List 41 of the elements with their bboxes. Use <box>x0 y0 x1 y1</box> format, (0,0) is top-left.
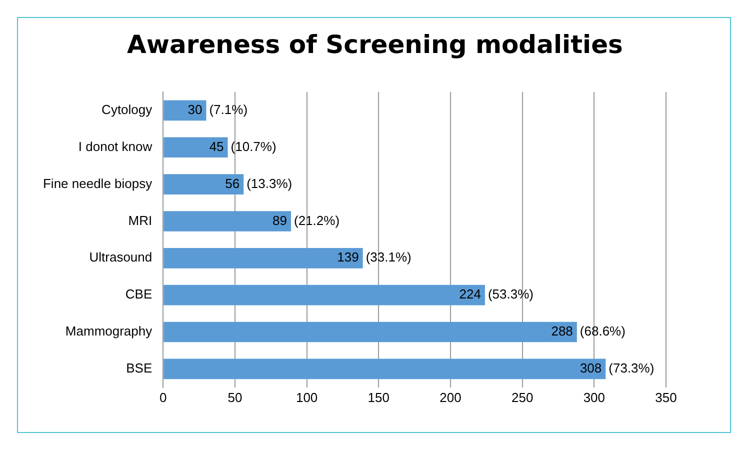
annotation: (13.3%) <box>246 176 292 191</box>
x-tick-label: 350 <box>655 390 677 405</box>
data-label: 308 <box>580 360 602 376</box>
data-label: 224 <box>459 286 481 302</box>
bar <box>164 248 363 268</box>
bar <box>164 358 606 380</box>
x-tick-label: 300 <box>583 390 606 405</box>
annotation: (7.1%) <box>209 102 248 118</box>
x-tick-label: 150 <box>368 390 390 405</box>
annotation: (33.1%) <box>366 250 412 265</box>
bar <box>164 100 206 121</box>
data-label: 89 <box>272 212 287 228</box>
data-label: 45 <box>209 138 224 154</box>
y-tick-label: Ultrasound <box>89 250 152 265</box>
y-tick-label: Cytology <box>102 102 153 118</box>
annotation: (73.3%) <box>608 360 654 376</box>
y-tick-label: Fine needle biopsy <box>42 176 153 191</box>
data-label: 30 <box>188 102 202 118</box>
x-tick-label: 100 <box>296 390 318 405</box>
annotation: (21.2%) <box>294 212 340 228</box>
y-tick-label: CBE <box>125 286 152 302</box>
y-tick-label: Mammography <box>65 324 153 339</box>
annotation: (53.3%) <box>488 286 534 302</box>
x-tick-label: 0 <box>160 390 167 405</box>
data-label: 56 <box>225 176 240 191</box>
y-tick-label: I donot know <box>78 138 153 154</box>
bar <box>164 322 577 342</box>
bar <box>164 174 244 194</box>
data-label: 288 <box>551 324 573 339</box>
x-tick-label: 200 <box>440 390 462 405</box>
annotation: (68.6%) <box>580 324 626 339</box>
x-tick-label: 250 <box>511 390 534 405</box>
x-tick-label: 50 <box>228 390 242 405</box>
data-label: 139 <box>337 250 359 265</box>
y-tick-label: BSE <box>126 360 152 376</box>
y-tick-label: MRI <box>128 212 152 228</box>
bar <box>164 211 291 232</box>
bar <box>164 137 228 158</box>
bar <box>164 284 485 306</box>
annotation: (10.7%) <box>230 138 276 154</box>
chart-title: Awareness of Screening modalities <box>126 30 624 59</box>
